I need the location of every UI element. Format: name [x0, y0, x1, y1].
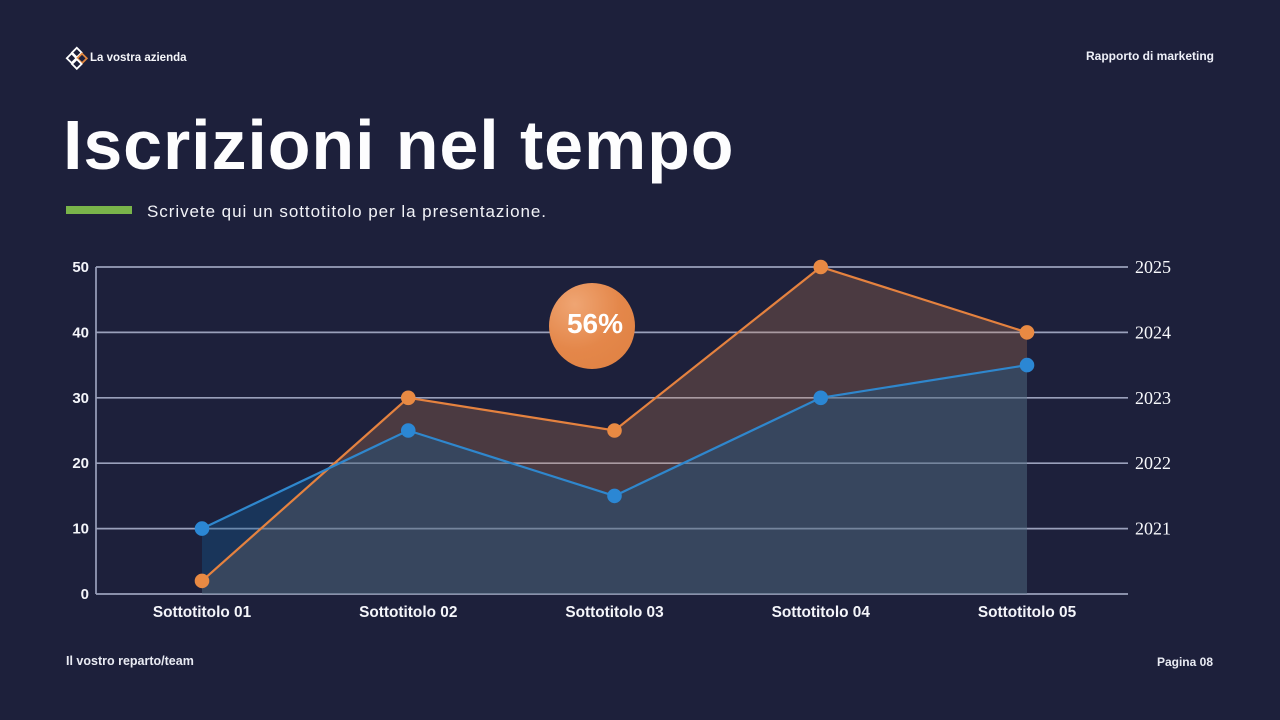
svg-text:Sottotitolo 04: Sottotitolo 04 [772, 604, 871, 621]
svg-text:40: 40 [72, 324, 89, 341]
svg-text:2023: 2023 [1135, 388, 1171, 408]
svg-text:Sottotitolo 03: Sottotitolo 03 [565, 604, 663, 621]
svg-text:2022: 2022 [1135, 453, 1171, 473]
svg-text:10: 10 [72, 521, 89, 538]
svg-text:2021: 2021 [1135, 519, 1171, 539]
svg-text:2025: 2025 [1135, 257, 1171, 277]
svg-text:2024: 2024 [1135, 322, 1171, 342]
svg-text:56%: 56% [567, 308, 623, 339]
svg-text:0: 0 [81, 586, 89, 603]
svg-text:Sottotitolo 02: Sottotitolo 02 [359, 604, 457, 621]
svg-text:30: 30 [72, 390, 89, 407]
svg-text:50: 50 [72, 259, 89, 276]
svg-text:Sottotitolo 05: Sottotitolo 05 [978, 604, 1077, 621]
svg-text:20: 20 [72, 455, 89, 472]
svg-text:Sottotitolo 01: Sottotitolo 01 [153, 604, 252, 621]
